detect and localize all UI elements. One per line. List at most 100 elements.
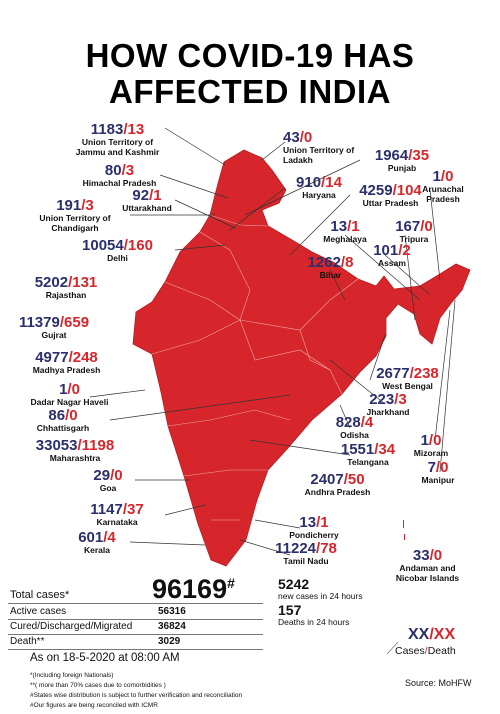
cases: 92	[132, 187, 150, 204]
legend-cases: XX	[408, 626, 430, 643]
separator: /	[435, 459, 441, 476]
region-figures: 80/3	[72, 163, 167, 178]
separator: /	[122, 501, 128, 518]
title: HOW COVID-19 HAS AFFECTED INDIA	[85, 37, 415, 110]
region-figures: 13/1	[283, 515, 345, 530]
region: 11224/78 Tamil Nadu	[257, 541, 355, 567]
separator: /	[440, 168, 446, 185]
region-figures: 1964/35	[357, 148, 447, 163]
legend-cases-label: Cases	[395, 645, 425, 657]
separator: /	[81, 197, 86, 214]
region: 29/0 Goa	[82, 468, 134, 494]
separator: /	[428, 432, 434, 449]
deaths: 4	[364, 414, 374, 431]
deaths: 2	[402, 242, 411, 259]
region-name: Uttar Pradesh	[362, 198, 419, 208]
deaths: 8	[345, 254, 354, 271]
region: 2407/50 Andhra Pradesh	[285, 472, 390, 498]
region: 4259/104 Uttar Pradesh	[348, 183, 433, 209]
separator: /	[68, 349, 73, 366]
cases: 223	[369, 391, 395, 408]
cases: 7	[427, 459, 436, 476]
region-name: Bihar	[319, 270, 342, 280]
region-figures: 2677/238	[355, 366, 460, 381]
region-name: Goa	[99, 483, 117, 493]
deaths: 0	[303, 129, 313, 146]
region-figures: 223/3	[347, 392, 429, 407]
cases: 11224	[275, 540, 317, 557]
region-figures: 101/2	[362, 243, 422, 258]
cases: 1	[432, 168, 441, 185]
separator: /	[420, 218, 425, 235]
region-figures: 4977/248	[14, 350, 119, 365]
new-deaths-label: Deaths in 24 hours	[278, 617, 350, 627]
state-borders	[151, 214, 359, 521]
rule	[8, 619, 263, 620]
region: 1/0 Dadar Nagar Haveli	[22, 382, 117, 408]
region: 13/1 Pondicherry	[283, 515, 345, 541]
region-figures: 601/4	[62, 530, 132, 545]
region-name: Madhya Pradesh	[32, 365, 101, 375]
region-name: Odisha	[340, 430, 369, 440]
cases: 167	[395, 218, 421, 235]
deaths: 238	[413, 365, 439, 382]
region-name: Uttarakhand	[122, 203, 172, 213]
deaths: 131	[72, 274, 98, 291]
separator: /	[65, 407, 70, 424]
region-name: Union Territory of Ladakh	[283, 145, 355, 165]
deaths: 1198	[81, 437, 115, 454]
total-cases: 96169#	[152, 574, 235, 605]
region-name: Himachal Pradesh	[82, 178, 157, 188]
deaths: 78	[320, 540, 337, 557]
region-name: Assam	[378, 258, 406, 268]
region: 5202/131 Rajasthan	[22, 275, 110, 301]
separator: /	[424, 645, 428, 657]
region-name: Chhattisgarh	[36, 423, 90, 433]
region-name: Manipur	[421, 475, 455, 485]
region: 11379/659 Gujrat	[4, 315, 104, 341]
region-name: Delhi	[107, 253, 128, 263]
region: 1262/8 Bihar	[298, 255, 363, 281]
as-on: As on 18-5-2020 at 08:00 AM	[30, 652, 180, 664]
region-figures: 33053/1198	[5, 438, 145, 453]
deaths: 1	[320, 514, 329, 531]
separator: /	[429, 547, 434, 564]
region-figures: 191/3	[20, 198, 130, 213]
new-cases: 5242	[278, 576, 310, 592]
cases: 33053	[35, 437, 78, 454]
separator: /	[347, 218, 352, 235]
cases: 1262	[307, 254, 341, 271]
region-name: Punjab	[387, 163, 417, 173]
row-label: Active cases	[10, 606, 67, 617]
new-cases-label: new cases in 24 hours	[278, 591, 363, 601]
region-figures: 11379/659	[4, 315, 104, 330]
legend: XX/XX	[408, 626, 455, 644]
deaths: 104	[396, 182, 422, 199]
separator: /	[360, 414, 365, 431]
region: 1551/34 Telangana	[323, 442, 413, 468]
deaths: 0	[424, 218, 433, 235]
region: 167/0 Tripura	[385, 219, 443, 245]
deaths: 4	[107, 529, 116, 546]
region-name: Tripura	[399, 234, 429, 244]
region-figures: 167/0	[385, 219, 443, 234]
cases: 86	[48, 407, 66, 424]
region-figures: 29/0	[82, 468, 134, 483]
row-value: 3029	[158, 636, 181, 647]
separator: /	[398, 242, 403, 259]
cases: 910	[296, 174, 322, 191]
region-name: Union Territory of Chandigarh	[39, 213, 111, 233]
cases: 828	[335, 414, 361, 431]
region-figures: 33/0	[380, 548, 475, 563]
separator: /	[123, 237, 128, 254]
region: 4977/248 Madhya Pradesh	[14, 350, 119, 376]
region: 1964/35 Punjab	[357, 148, 447, 174]
region-figures: 92/1	[112, 188, 182, 203]
region-name: Karnataka	[96, 517, 138, 527]
region-figures: 2407/50	[285, 472, 390, 487]
footnote: #Our figures are being reconciled with I…	[30, 702, 158, 709]
region-name: Gujrat	[41, 330, 67, 340]
region-name: Jharkhand	[366, 407, 410, 417]
region-name: Union Territory of Jammu and Kashmir	[75, 137, 160, 157]
